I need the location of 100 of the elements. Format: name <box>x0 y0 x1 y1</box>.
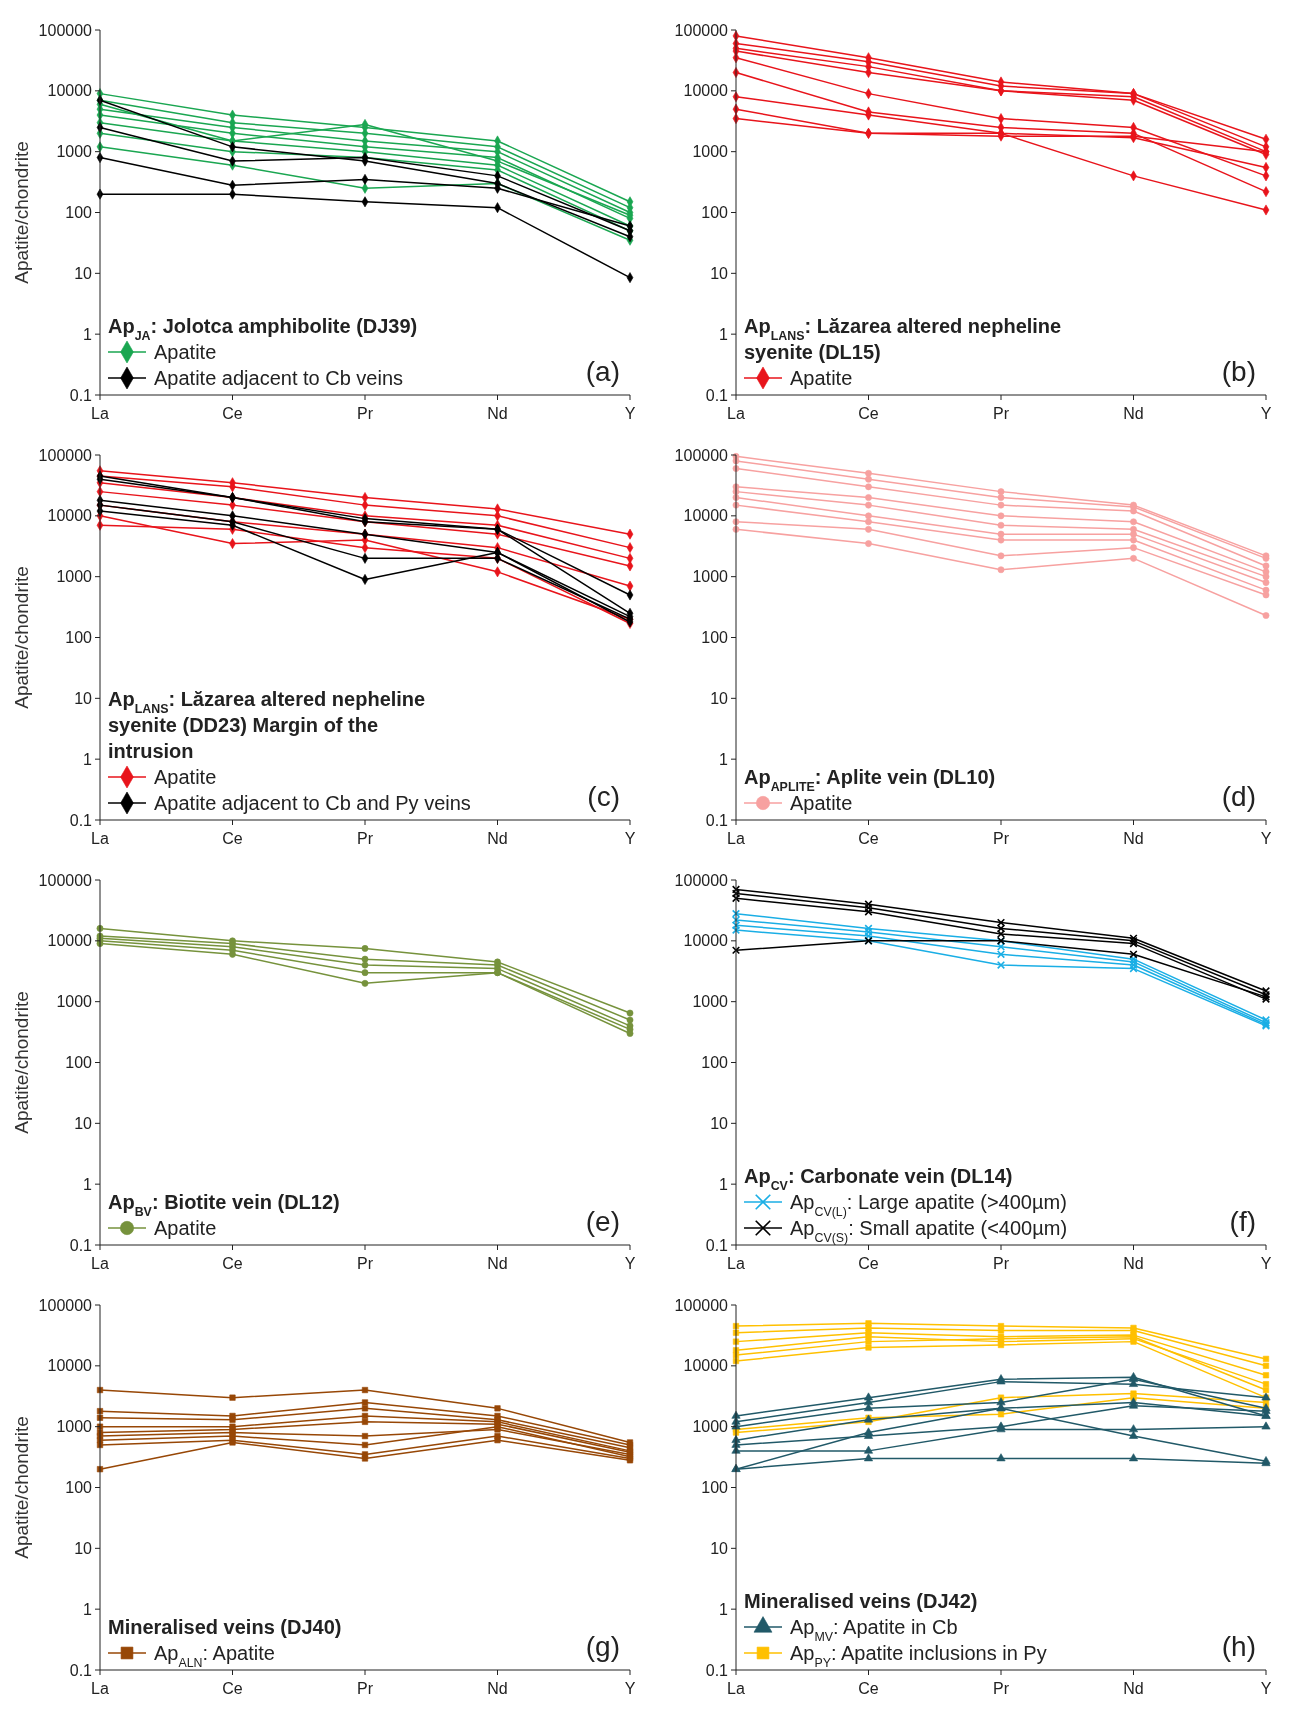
y-tick-label: 1 <box>719 1175 729 1193</box>
y-tick-label: 10000 <box>683 932 729 950</box>
legend-title: Ap$_{CV}$: Carbonate vein (DL14) <box>744 1165 1013 1193</box>
y-tick-label: 0.1 <box>69 1661 93 1679</box>
x-tick-label: La <box>727 1255 745 1272</box>
y-tick-label: 10000 <box>683 82 729 100</box>
legend-title: Ap$_{JA}$: Jolotca amphibolite (DJ39) <box>108 315 418 343</box>
y-tick-label: 1 <box>83 1175 93 1193</box>
y-tick-label: 0.1 <box>69 1236 93 1254</box>
legend-label: Apatite adjacent to Cb veins <box>154 367 404 389</box>
legend-label: Ap$_{PY}$: Apatite inclusions in Py <box>790 1642 1047 1670</box>
x-tick-label: Pr <box>357 1255 374 1272</box>
y-tick-label: 100 <box>701 1054 729 1072</box>
x-tick-label: Y <box>1260 405 1272 422</box>
y-tick-label: 1 <box>719 1600 729 1618</box>
x-tick-label: Nd <box>487 1680 508 1697</box>
x-tick-label: Y <box>624 1255 636 1272</box>
x-tick-label: Ce <box>222 1255 243 1272</box>
legend-title: Ap$_{BV}$: Biotite vein (DL12) <box>108 1191 340 1219</box>
legend-label: Apatite <box>790 367 853 389</box>
legend-label: Apatite <box>790 792 853 814</box>
y-tick-label: 100 <box>701 1479 729 1497</box>
y-tick-label: 100000 <box>38 21 93 39</box>
x-tick-label: La <box>727 1680 745 1697</box>
legend-label: Ap$_{MV}$: Apatite in Cb <box>790 1616 958 1644</box>
y-axis-title: Apatite/chondrite <box>11 1416 32 1559</box>
y-tick-label: 1 <box>719 325 729 343</box>
y-tick-label: 100 <box>65 1479 93 1497</box>
x-tick-label: Y <box>1260 830 1272 847</box>
y-tick-label: 10 <box>74 1114 93 1132</box>
y-tick-label: 10000 <box>683 1357 729 1375</box>
x-tick-label: Pr <box>357 405 374 422</box>
y-tick-label: 100000 <box>38 446 93 464</box>
annotation: (b) <box>1221 356 1256 387</box>
y-tick-label: 10 <box>710 264 729 282</box>
y-tick-label: 100 <box>65 204 93 222</box>
y-tick-label: 10 <box>710 1539 729 1557</box>
y-tick-label: 1000 <box>56 993 93 1011</box>
y-tick-label: 1 <box>83 1600 93 1618</box>
x-tick-label: Y <box>1260 1680 1272 1697</box>
y-tick-label: 100000 <box>674 1296 729 1314</box>
y-tick-label: 0.1 <box>69 811 93 829</box>
y-tick-label: 100000 <box>674 871 729 889</box>
y-tick-label: 100 <box>701 204 729 222</box>
y-tick-label: 10000 <box>47 82 93 100</box>
x-tick-label: Pr <box>357 1680 374 1697</box>
x-tick-label: La <box>727 405 745 422</box>
x-tick-label: Y <box>624 830 636 847</box>
x-tick-label: Ce <box>858 1255 879 1272</box>
annotation: (e) <box>585 1206 620 1237</box>
x-tick-label: Nd <box>1123 405 1144 422</box>
y-tick-label: 10 <box>710 1114 729 1132</box>
x-tick-label: Nd <box>487 405 508 422</box>
annotation: (c) <box>587 781 620 812</box>
y-tick-label: 1000 <box>56 143 93 161</box>
y-tick-label: 100 <box>65 629 93 647</box>
y-tick-label: 1 <box>83 750 93 768</box>
x-tick-label: Ce <box>858 830 879 847</box>
y-tick-label: 100 <box>701 629 729 647</box>
y-tick-label: 1000 <box>692 993 729 1011</box>
x-tick-label: Nd <box>487 830 508 847</box>
y-axis-title: Apatite/chondrite <box>11 991 32 1134</box>
y-tick-label: 10000 <box>47 1357 93 1375</box>
x-tick-label: Pr <box>993 1680 1010 1697</box>
legend-title: Mineralised veins (DJ40) <box>108 1616 342 1638</box>
x-tick-label: Pr <box>993 830 1010 847</box>
y-tick-label: 10000 <box>683 507 729 525</box>
annotation: (a) <box>585 356 620 387</box>
legend-label: Ap$_{ALN}$: Apatite <box>154 1642 275 1670</box>
text: Ap$_{LANS}$: Lăzarea altered nepheline syenite (DL15) <box>744 315 1062 363</box>
x-tick-label: Y <box>624 1680 636 1697</box>
y-tick-label: 100 <box>65 1054 93 1072</box>
x-tick-label: Pr <box>993 405 1010 422</box>
y-tick-label: 10 <box>74 1539 93 1557</box>
y-tick-label: 0.1 <box>705 811 729 829</box>
y-tick-label: 10 <box>74 264 93 282</box>
x-tick-label: Ce <box>222 1680 243 1697</box>
y-tick-label: 1000 <box>692 1418 729 1436</box>
legend-label: Apatite <box>154 766 217 788</box>
annotation: (d) <box>1221 781 1256 812</box>
y-tick-label: 0.1 <box>705 1661 729 1679</box>
legend-label: Ap$_{CV(L)}$: Large apatite (>400µm) <box>790 1191 1067 1219</box>
legend-label: Apatite <box>154 341 217 363</box>
x-tick-label: Nd <box>1123 1255 1144 1272</box>
y-tick-label: 0.1 <box>69 386 93 404</box>
x-tick-label: Nd <box>1123 830 1144 847</box>
y-tick-label: 1 <box>83 325 93 343</box>
y-tick-label: 100000 <box>674 21 729 39</box>
x-tick-label: Y <box>1260 1255 1272 1272</box>
annotation: (h) <box>1221 1631 1256 1662</box>
x-tick-label: Ce <box>858 405 879 422</box>
y-axis-title: Apatite/chondrite <box>11 566 32 709</box>
x-tick-label: La <box>91 1255 109 1272</box>
y-tick-label: 1000 <box>56 568 93 586</box>
legend-label: Apatite <box>154 1217 217 1239</box>
x-tick-label: Pr <box>993 1255 1010 1272</box>
x-tick-label: Nd <box>1123 1680 1144 1697</box>
x-tick-label: La <box>727 830 745 847</box>
y-tick-label: 1000 <box>56 1418 93 1436</box>
y-tick-label: 1000 <box>692 568 729 586</box>
